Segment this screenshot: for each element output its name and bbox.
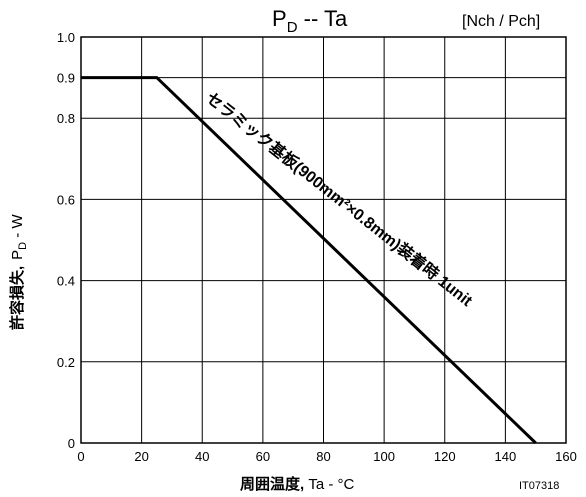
x-tick-label: 60: [256, 449, 270, 464]
x-tick-label: 40: [195, 449, 209, 464]
plot-frame: [80, 36, 567, 444]
x-tick-label: 100: [373, 449, 395, 464]
y-tick-label: 0.2: [57, 355, 75, 370]
chart-subtitle: [Nch / Pch]: [462, 13, 540, 30]
derating-curve: [81, 76, 537, 445]
x-tick-label: 120: [434, 449, 456, 464]
x-axis-ticks: 0 20 40 60 80 100 120 140 160: [77, 449, 576, 464]
x-axis-label: 周囲温度, Ta - °C: [240, 475, 355, 493]
chart-title: PD -- Ta: [272, 6, 348, 36]
y-tick-label: 1.0: [57, 30, 75, 45]
x-tick-label: 0: [77, 449, 84, 464]
y-tick-label: 0.9: [57, 71, 75, 86]
x-tick-label: 140: [495, 449, 517, 464]
y-tick-label: 0.6: [57, 192, 75, 207]
x-tick-label: 20: [134, 449, 148, 464]
x-tick-label: 80: [316, 449, 330, 464]
y-axis-ticks: 0 0.2 0.4 0.6 0.8 0.9 1.0: [57, 30, 75, 451]
x-tick-label: 160: [555, 449, 577, 464]
grid: [81, 37, 566, 443]
y-tick-label: 0: [68, 436, 75, 451]
svg-text:許容損失,PD - W: 許容損失,PD - W: [8, 214, 29, 330]
y-tick-label: 0.4: [57, 274, 75, 289]
y-axis-label: 許容損失,PD - W: [8, 214, 29, 330]
y-tick-label: 0.8: [57, 111, 75, 126]
figure-code: IT07318: [519, 480, 559, 492]
